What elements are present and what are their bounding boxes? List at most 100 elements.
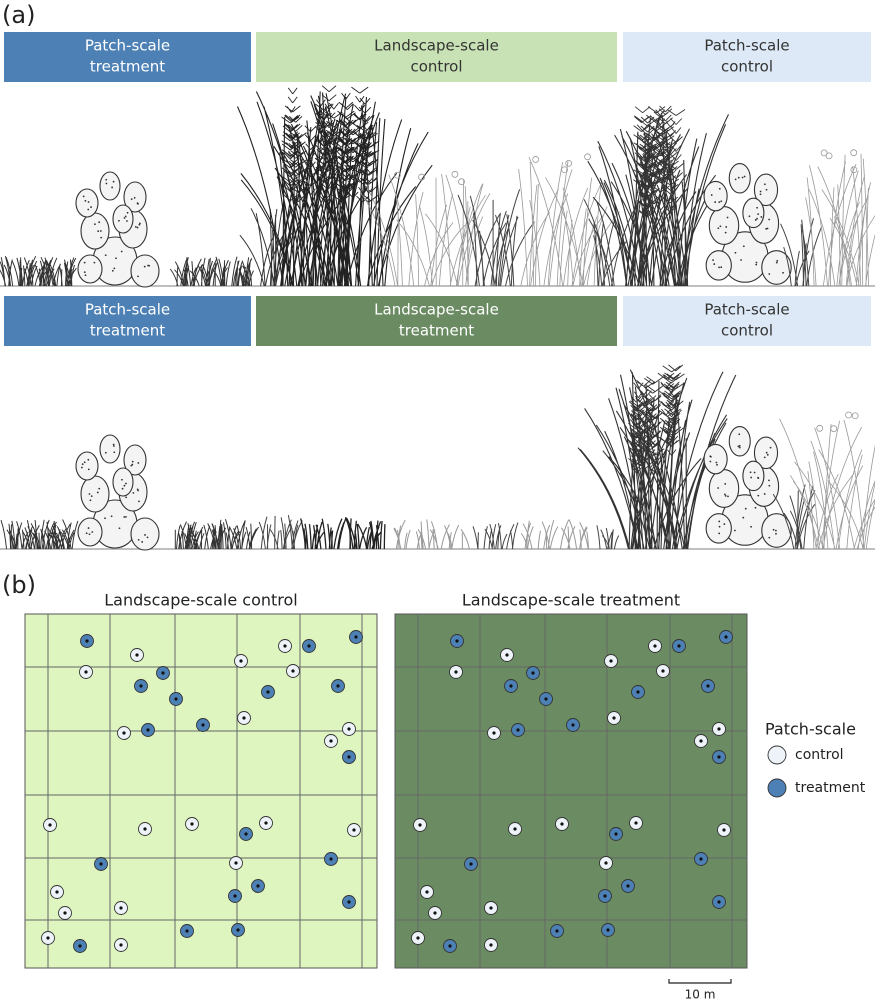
header-label: treatment	[90, 322, 165, 340]
cactus-spine	[738, 444, 741, 447]
cactus-spine	[104, 254, 107, 257]
cactus-spine	[90, 495, 93, 498]
grass	[805, 153, 875, 287]
cactus-spine	[720, 200, 723, 203]
grass	[362, 174, 491, 287]
cactus-spine	[737, 176, 740, 179]
cactus-spine	[97, 230, 100, 233]
cactus-spine	[725, 226, 728, 228]
treatment-patch-center	[99, 862, 103, 866]
cactus-spine	[81, 463, 84, 466]
cactus-spine	[146, 536, 149, 539]
header-box	[256, 32, 617, 82]
cactus-spine	[757, 213, 760, 216]
cactus-spine	[734, 251, 737, 254]
cactus-spine	[105, 182, 108, 185]
treatment-patch-center	[606, 928, 610, 932]
treatment-patch-center	[185, 929, 189, 933]
cactus-spine	[716, 463, 718, 466]
flower	[845, 411, 853, 419]
cactus-spine	[768, 536, 771, 539]
control-patch-center	[489, 906, 493, 910]
cactus-spine	[137, 489, 139, 492]
cactus-spine	[759, 193, 762, 196]
cactus-spine	[734, 529, 736, 532]
control-patch-center	[661, 669, 665, 673]
legend-label: treatment	[795, 780, 866, 796]
cactus-spine	[126, 211, 129, 214]
cactus-spine	[105, 178, 108, 181]
grass	[772, 484, 816, 550]
cactus-spine	[82, 195, 85, 198]
grass	[518, 157, 620, 287]
control-patch-center	[122, 731, 126, 735]
cactus-spine	[113, 451, 116, 454]
cactus-spine	[749, 471, 752, 474]
grass	[300, 516, 386, 550]
cactus-spine	[112, 445, 115, 447]
header-box	[623, 296, 871, 346]
cactus-spine	[141, 541, 144, 543]
grass	[583, 199, 635, 287]
legend-title: Patch-scale	[765, 720, 856, 739]
seed-heads	[627, 364, 685, 474]
cactus-spine	[87, 208, 90, 211]
cactus-spine	[115, 257, 117, 260]
cactus-spine	[139, 222, 141, 225]
control-patch-center	[609, 659, 613, 663]
cactus-spine	[93, 261, 96, 264]
cactus-spine	[111, 186, 114, 189]
cactus-spine	[768, 479, 770, 482]
treatment-patch-center	[266, 690, 270, 694]
control-patch-center	[513, 827, 517, 831]
cactus-spine	[775, 529, 777, 532]
cactus-spine	[137, 462, 140, 464]
cactus-spine	[137, 539, 140, 541]
flower	[825, 152, 833, 160]
cactus-pad	[742, 197, 765, 229]
header-label: Patch-scale	[704, 301, 789, 319]
treatment-patch-center	[636, 690, 640, 694]
control-patch-center	[291, 669, 295, 673]
cactus-spine	[87, 458, 90, 461]
cactus-spine	[753, 471, 756, 474]
cactus-spine	[765, 227, 768, 230]
header-label: Landscape-scale	[374, 301, 499, 319]
grass	[0, 255, 77, 287]
cactus-spine	[763, 493, 766, 495]
scale-bar-label: 10 m	[685, 988, 716, 1000]
control-patch-center	[418, 823, 422, 827]
treatment-patch-center	[201, 723, 205, 727]
cactus-spine	[755, 263, 758, 266]
cactus-pad	[75, 451, 99, 481]
cactus-spine	[104, 517, 106, 520]
cactus-spine	[757, 477, 760, 480]
cactus-spine	[144, 534, 146, 536]
cactus-spine	[718, 266, 720, 269]
cactus-spine	[136, 226, 139, 229]
cactus-pad	[761, 250, 792, 285]
header-label: Patch-scale	[85, 37, 170, 55]
treatment-patch-center	[706, 684, 710, 688]
cactus-spine	[88, 533, 91, 536]
cactus-spine	[137, 203, 139, 205]
cactus-pad	[742, 460, 765, 492]
control-patch-center	[653, 644, 657, 648]
cactus-spine	[756, 206, 758, 209]
cactus-spine	[137, 275, 139, 278]
flower	[393, 171, 401, 179]
header-label: Landscape-scale	[374, 37, 499, 55]
cactus-spine	[750, 476, 753, 479]
cactus-pad	[130, 517, 160, 551]
panel-label: (b)	[2, 571, 36, 599]
cactus-pad	[708, 206, 740, 245]
cactus-spine	[123, 516, 126, 518]
treatment-patch-center	[336, 684, 340, 688]
cactus-spine	[763, 456, 766, 459]
cactus-spine	[756, 217, 758, 220]
flower	[561, 166, 568, 174]
cactus-spine	[132, 492, 135, 494]
cactus-pad	[708, 469, 740, 508]
control-patch-center	[264, 821, 268, 825]
